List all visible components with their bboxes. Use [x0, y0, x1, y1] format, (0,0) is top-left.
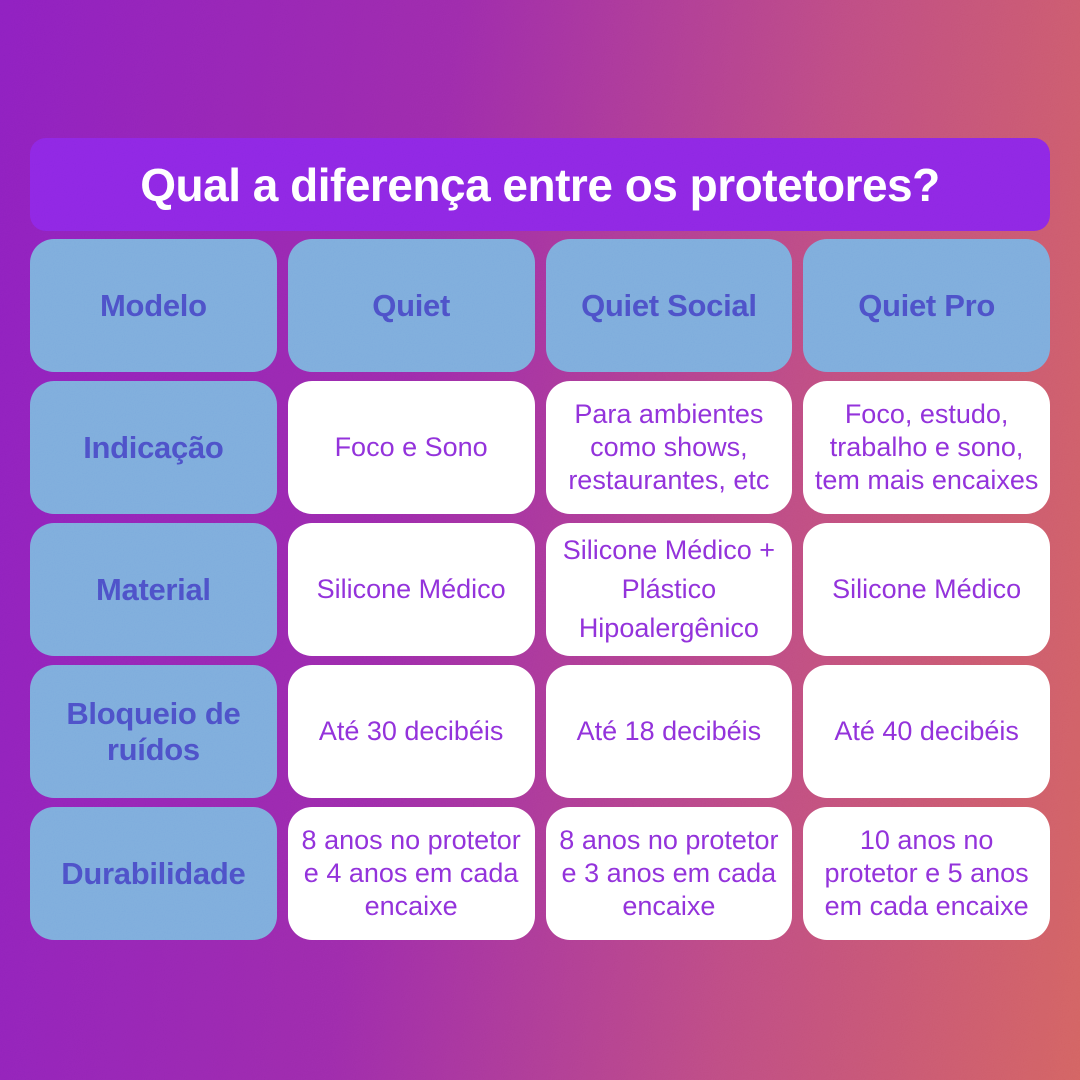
table-cell-material-quiet-pro: Silicone Médico: [803, 523, 1050, 656]
row-label-material: Material: [30, 523, 277, 656]
column-header-modelo: Modelo: [30, 239, 277, 372]
table-cell-indicacao-quiet-pro: Foco, estudo, trabalho e sono, tem mais …: [803, 381, 1050, 514]
page-title: Qual a diferença entre os protetores?: [140, 158, 940, 211]
table-cell-bloqueio-de-ruidos-quiet-pro: Até 40 decibéis: [803, 665, 1050, 798]
row-label-durabilidade: Durabilidade: [30, 807, 277, 940]
row-label-bloqueio-de-ruidos: Bloqueio de ruídos: [30, 665, 277, 798]
table-cell-material-quiet-social: Silicone Médico + Plástico Hipoalergênic…: [545, 523, 793, 656]
title-banner: Qual a diferença entre os protetores?: [30, 138, 1050, 231]
column-header-quiet: Quiet: [287, 239, 535, 372]
table-cell-durabilidade-quiet-social: 8 anos no protetor e 3 anos em cada enca…: [545, 807, 793, 940]
column-header-quiet-pro: Quiet Pro: [803, 239, 1050, 372]
table-cell-durabilidade-quiet: 8 anos no protetor e 4 anos em cada enca…: [287, 807, 535, 940]
table-cell-material-quiet: Silicone Médico: [287, 523, 535, 656]
table-cell-bloqueio-de-ruidos-quiet-social: Até 18 decibéis: [545, 665, 793, 798]
table-cell-bloqueio-de-ruidos-quiet: Até 30 decibéis: [287, 665, 535, 798]
comparison-table: Modelo Quiet Quiet Social Quiet Pro Indicaçã…: [30, 239, 1050, 940]
table-cell-indicacao-quiet-social: Para ambientes como shows, restaurantes,…: [545, 381, 793, 514]
row-label-indicacao: Indicação: [30, 381, 277, 514]
table-cell-indicacao-quiet: Foco e Sono: [287, 381, 535, 514]
column-header-quiet-social: Quiet Social: [545, 239, 793, 372]
table-cell-durabilidade-quiet-pro: 10 anos no protetor e 5 anos em cada enc…: [803, 807, 1050, 940]
